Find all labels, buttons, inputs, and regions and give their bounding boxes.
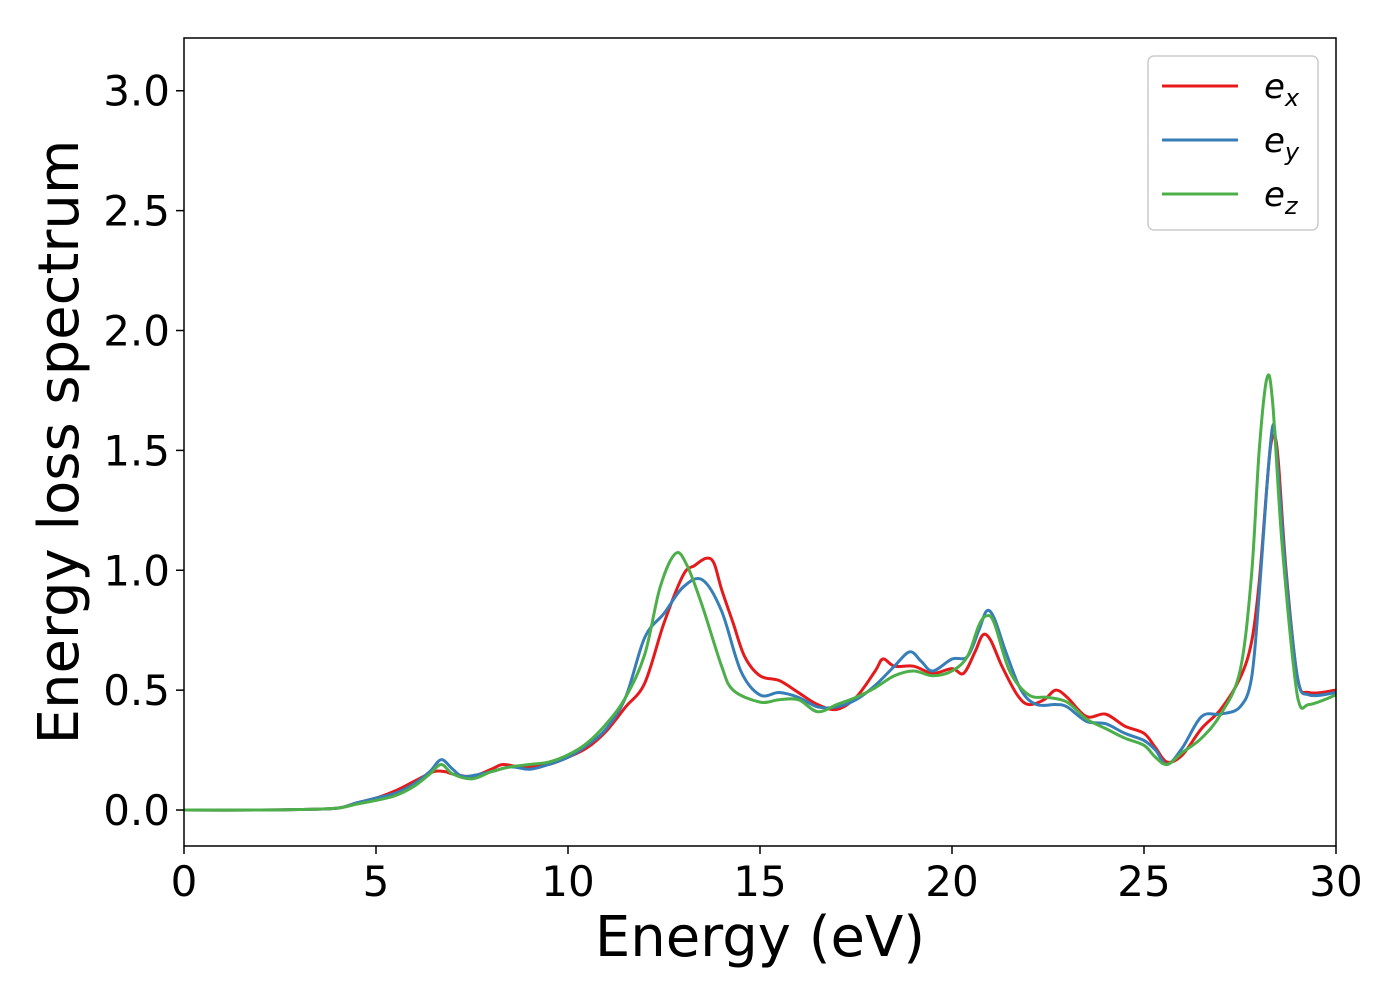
y-tick-label: 3.0 (103, 67, 170, 116)
legend-label-base: e (1264, 67, 1285, 107)
y-tick-label: 2.5 (103, 187, 170, 236)
series-line-e-z (184, 373, 1336, 812)
x-tick-label: 0 (171, 857, 198, 906)
x-tick-label: 30 (1309, 857, 1362, 906)
x-tick-label: 5 (363, 857, 390, 906)
series-line-e-x (184, 433, 1336, 812)
y-tick-label: 0.0 (103, 786, 170, 835)
y-tick-label: 2.0 (103, 307, 170, 356)
x-tick-label: 25 (1117, 857, 1170, 906)
legend-label-subscript: y (1284, 138, 1300, 166)
legend-label-subscript: x (1284, 84, 1300, 112)
series-layer (184, 373, 1336, 812)
legend-label: ey (1264, 121, 1300, 166)
legend-label-base: e (1264, 175, 1285, 215)
x-axis-title: Energy (eV) (595, 905, 925, 970)
y-axis-title: Energy loss spectrum (27, 140, 92, 745)
y-axis: 0.0 0.5 1.0 1.5 2.0 2.5 3.0 (103, 67, 184, 835)
x-tick-label: 10 (541, 857, 594, 906)
y-tick-label: 1.0 (103, 546, 170, 595)
x-axis: 0 5 10 15 20 25 30 (171, 846, 1363, 906)
legend-label-base: e (1264, 121, 1285, 161)
legend-box (1147, 55, 1319, 231)
y-tick-label: 1.5 (103, 426, 170, 475)
legend-label: ez (1264, 175, 1299, 220)
legend-label-subscript: z (1284, 192, 1299, 220)
y-tick-label: 0.5 (103, 666, 170, 715)
x-tick-label: 20 (925, 857, 978, 906)
series-line-e-y (184, 422, 1336, 812)
x-tick-label: 15 (733, 857, 786, 906)
legend-label: ex (1264, 67, 1300, 112)
